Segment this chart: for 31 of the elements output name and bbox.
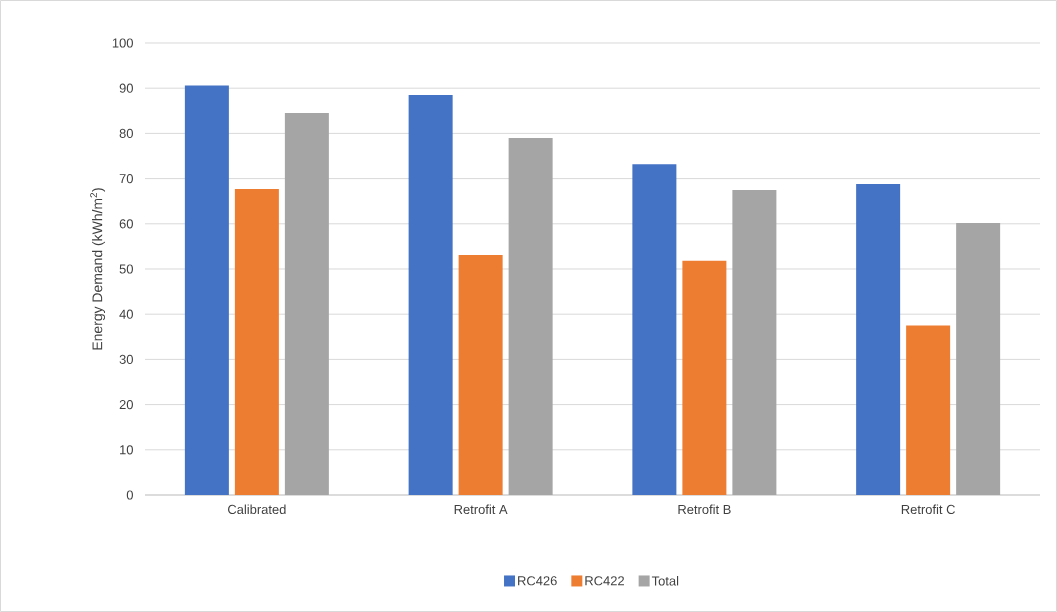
- y-tick-label: 0: [126, 490, 133, 500]
- bar: [184, 85, 229, 495]
- y-tick-label: 50: [119, 264, 133, 274]
- bar: [682, 260, 727, 495]
- y-tick-label: 70: [119, 174, 133, 184]
- bar: [732, 189, 777, 495]
- bar: [408, 94, 453, 495]
- y-tick-label: 30: [119, 354, 133, 364]
- legend-label: RC422: [585, 576, 624, 586]
- y-tick-label: 100: [112, 38, 133, 48]
- legend-label: RC426: [518, 576, 557, 586]
- bar: [284, 113, 329, 495]
- bar: [906, 325, 951, 495]
- y-tick-label: 60: [119, 219, 133, 229]
- bar: [234, 188, 279, 495]
- x-tick-label: Retrofit C: [901, 504, 955, 515]
- bar: [508, 137, 553, 495]
- legend-label: Total: [651, 576, 679, 586]
- x-tick-label: Calibrated: [228, 504, 286, 515]
- y-tick-label: 80: [119, 128, 133, 138]
- x-tick-label: Retrofit B: [678, 504, 731, 515]
- bar: [956, 222, 1001, 495]
- bar: [458, 254, 503, 495]
- x-tick-label: Retrofit A: [454, 504, 508, 515]
- y-tick-label: 90: [119, 83, 133, 93]
- y-tick-label: 40: [119, 309, 133, 319]
- y-tick-label: 20: [119, 400, 133, 410]
- y-tick-label: 10: [120, 445, 133, 455]
- y-axis-title: Energy Demand (kWh/m$^{2}$): [90, 188, 106, 350]
- bar: [632, 164, 677, 495]
- bar: [856, 184, 901, 495]
